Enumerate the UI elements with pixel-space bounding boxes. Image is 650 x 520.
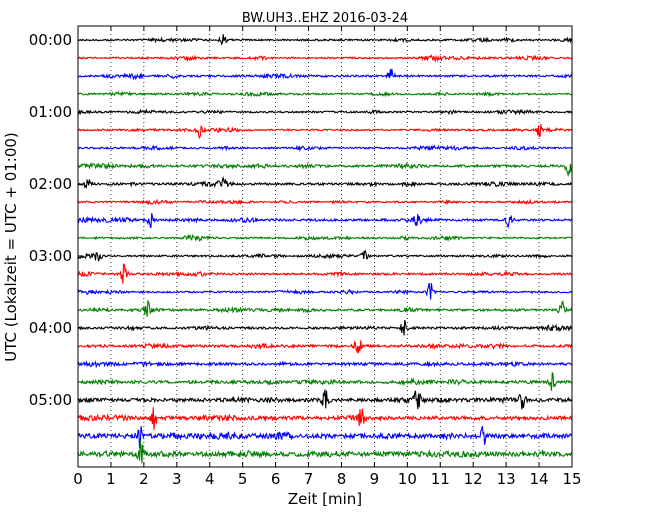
plot-frame xyxy=(77,25,573,468)
seismogram-traces xyxy=(77,34,573,464)
x-tick-label: 8 xyxy=(337,470,347,488)
seismogram-trace xyxy=(77,176,573,189)
x-tick-label: 1 xyxy=(106,470,116,488)
seismogram-trace xyxy=(77,124,573,140)
y-tick-label: 04:00 xyxy=(29,319,72,337)
seismogram-trace xyxy=(77,213,573,229)
seismogram-trace xyxy=(77,68,573,81)
seismogram-trace xyxy=(77,425,573,449)
seismogram-trace xyxy=(77,249,573,262)
seismogram-trace xyxy=(77,299,573,317)
chart-title: BW.UH3..EHZ 2016-03-24 xyxy=(242,11,408,26)
x-tick-label: 14 xyxy=(530,470,549,488)
grid-lines xyxy=(110,26,540,467)
x-tick-label: 7 xyxy=(304,470,314,488)
x-tick-label: 4 xyxy=(205,470,215,488)
seismogram-trace xyxy=(77,282,573,300)
y-axis-label: UTC (Lokalzeit = UTC + 01:00) xyxy=(2,132,20,362)
seismogram-trace xyxy=(77,161,573,177)
seismogram-trace xyxy=(77,440,573,464)
seismogram-trace xyxy=(77,407,573,430)
x-tick-label: 6 xyxy=(271,470,281,488)
x-axis-label: Zeit [min] xyxy=(288,490,362,508)
seismogram-trace xyxy=(77,389,573,410)
x-tick-label: 13 xyxy=(497,470,516,488)
seismogram-trace xyxy=(77,339,573,354)
x-tick-label: 12 xyxy=(464,470,483,488)
seismogram-trace xyxy=(77,53,573,63)
x-tick-label: 0 xyxy=(73,470,83,488)
y-axis-ticks: 00:00 01:00 02:00 03:00 04:00 05:00 xyxy=(29,31,572,409)
x-tick-label: 9 xyxy=(370,470,380,488)
seismogram-trace xyxy=(77,144,573,153)
x-axis-ticks: 0 1 2 3 4 5 6 7 8 9 10 11 12 13 14 15 xyxy=(73,26,582,488)
seismogram-trace xyxy=(77,108,573,116)
seismogram-trace xyxy=(77,263,573,284)
seismogram-trace xyxy=(77,319,573,336)
y-tick-label: 00:00 xyxy=(29,31,72,49)
seismogram-trace xyxy=(77,198,573,206)
y-tick-label: 01:00 xyxy=(29,103,72,121)
seismogram-trace xyxy=(77,34,573,46)
seismogram-trace xyxy=(77,360,573,369)
seismogram-trace xyxy=(77,372,573,391)
seismogram-trace xyxy=(77,90,573,98)
seismogram-trace xyxy=(77,233,573,243)
x-tick-label: 10 xyxy=(398,470,417,488)
x-tick-label: 2 xyxy=(139,470,149,488)
y-tick-label: 05:00 xyxy=(29,391,72,409)
x-tick-label: 5 xyxy=(238,470,248,488)
x-tick-label: 15 xyxy=(562,470,581,488)
x-tick-label: 11 xyxy=(431,470,450,488)
y-tick-label: 03:00 xyxy=(29,247,72,265)
x-tick-label: 3 xyxy=(172,470,182,488)
y-tick-label: 02:00 xyxy=(29,175,72,193)
